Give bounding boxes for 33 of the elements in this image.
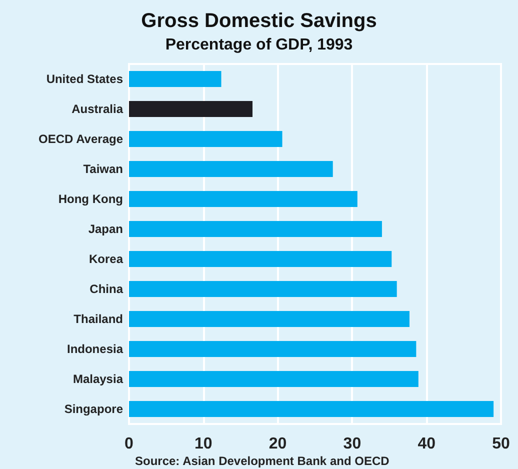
y-tick-label: Taiwan: [83, 162, 123, 176]
bar: [129, 311, 410, 327]
y-tick-label: Indonesia: [66, 342, 124, 356]
y-tick-label: Singapore: [64, 402, 124, 416]
y-tick-label: Malaysia: [72, 372, 124, 386]
source-note: Source: Asian Development Bank and OECD: [135, 454, 390, 468]
bar: [129, 71, 222, 87]
bar: [129, 341, 416, 357]
bar: [129, 191, 358, 207]
x-tick-label: 50: [492, 436, 510, 452]
y-tick-label: Australia: [72, 102, 124, 116]
chart-subtitle: Percentage of GDP, 1993: [165, 36, 353, 54]
x-tick-label: 20: [268, 436, 287, 452]
x-tick-label: 0: [124, 436, 134, 452]
bar: [129, 371, 418, 387]
bar: [129, 281, 397, 297]
bar: [129, 101, 253, 117]
bar: [129, 221, 382, 237]
bar: [129, 161, 333, 177]
y-tick-label: United States: [46, 72, 124, 86]
y-tick-label: Korea: [88, 252, 124, 266]
x-tick-label: 10: [194, 436, 212, 452]
x-tick-label: 30: [343, 436, 362, 452]
bar: [129, 251, 392, 267]
y-tick-label: OECD Average: [38, 132, 124, 146]
chart-title: Gross Domestic Savings: [141, 10, 377, 32]
bar: [129, 401, 494, 417]
bar: [129, 131, 282, 147]
y-tick-label: Hong Kong: [58, 192, 123, 206]
x-tick-label: 40: [418, 436, 436, 452]
y-tick-label: China: [90, 282, 124, 296]
y-tick-label: Japan: [88, 222, 123, 236]
y-tick-label: Thailand: [74, 312, 123, 326]
